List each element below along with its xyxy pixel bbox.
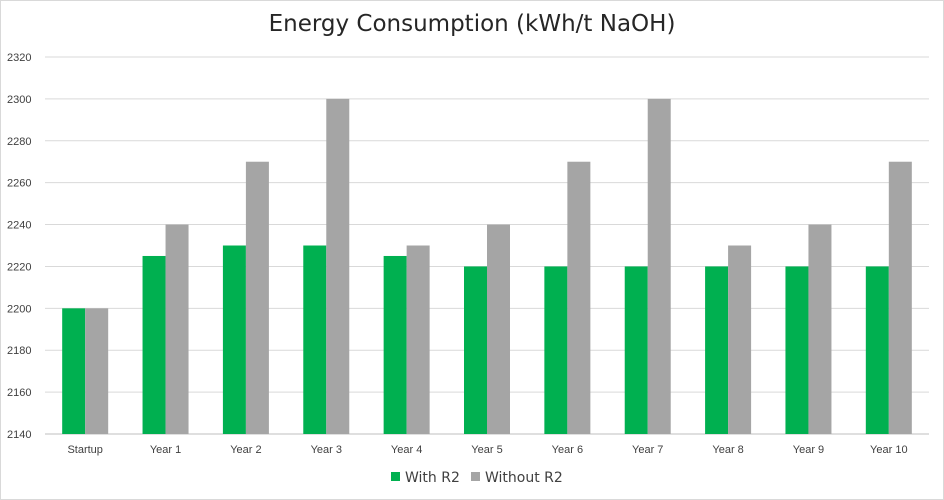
bar-with-r2: [142, 255, 166, 434]
x-tick-label: Year 8: [712, 444, 743, 456]
bar-without-r2: [245, 161, 269, 434]
x-tick-label: Year 4: [391, 444, 422, 456]
y-tick-label: 2240: [7, 220, 31, 232]
bar-with-r2: [303, 245, 327, 434]
legend-swatch: [471, 472, 480, 481]
bar-with-r2: [705, 266, 729, 434]
y-tick-label: 2300: [7, 94, 31, 106]
x-tick-label: Year 2: [230, 444, 261, 456]
x-tick-label: Year 9: [793, 444, 824, 456]
bar-without-r2: [85, 308, 109, 434]
x-tick-label: Year 6: [552, 444, 583, 456]
bar-without-r2: [728, 245, 752, 434]
y-tick-label: 2220: [7, 261, 31, 273]
y-tick-label: 2260: [7, 178, 31, 190]
legend-swatch: [391, 472, 400, 481]
y-tick-label: 2200: [7, 303, 31, 315]
legend-label: Without R2: [485, 470, 563, 486]
bar-with-r2: [544, 266, 568, 434]
bar-without-r2: [647, 98, 671, 434]
bar-without-r2: [487, 224, 510, 434]
y-tick-label: 2320: [7, 52, 31, 64]
bar-without-r2: [567, 161, 591, 434]
y-tick-label: 2280: [7, 136, 31, 148]
bar-with-r2: [865, 266, 889, 434]
x-tick-label: Year 5: [471, 444, 502, 456]
chart-title: Energy Consumption (kWh/t NaOH): [268, 11, 676, 37]
bar-without-r2: [165, 224, 189, 434]
x-tick-label: Year 1: [150, 444, 181, 456]
bar-with-r2: [624, 266, 648, 434]
x-tick-label: Year 3: [311, 444, 342, 456]
bar-with-r2: [222, 245, 246, 434]
bar-without-r2: [326, 98, 350, 434]
x-tick-label: Year 10: [870, 444, 908, 456]
bar-with-r2: [62, 308, 86, 434]
bar-without-r2: [888, 161, 912, 434]
bar-with-r2: [785, 266, 809, 434]
y-tick-label: 2140: [7, 429, 31, 441]
legend-label: With R2: [405, 470, 460, 486]
x-tick-label: Year 7: [632, 444, 663, 456]
bar-without-r2: [808, 224, 832, 434]
bar-with-r2: [383, 255, 407, 434]
bar-with-r2: [464, 266, 487, 434]
y-tick-label: 2180: [7, 345, 31, 357]
x-tick-label: Startup: [67, 444, 102, 456]
bar-without-r2: [406, 245, 430, 434]
y-tick-label: 2160: [7, 387, 31, 399]
